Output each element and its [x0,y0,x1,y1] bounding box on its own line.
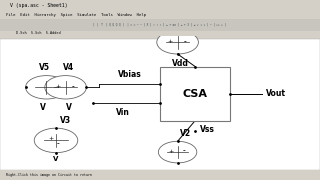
FancyBboxPatch shape [0,39,320,170]
Text: +: + [56,84,61,89]
Text: -: - [71,82,74,91]
Text: Vdd: Vdd [172,58,189,68]
Text: V4: V4 [63,63,74,72]
Text: V5: V5 [39,63,50,72]
Text: -: - [57,140,60,148]
Text: CSA: CSA [183,89,208,99]
Text: Right-Click this image on Circuit to return: Right-Click this image on Circuit to ret… [6,173,92,177]
FancyBboxPatch shape [0,170,320,180]
FancyBboxPatch shape [0,19,320,31]
Text: | |  T  | Q Q Q Q |  | = = ~ ~ | X | ↑ ↑ ↑ | ← + oo | ← + 3 | ↔ ↕ ↕ ↕ | ~ | ▷▷ ▷: | | T | Q Q Q Q | | = = ~ ~ | X | ↑ ↑ ↑ … [93,23,227,27]
Text: V (spa.asc - Sheet1): V (spa.asc - Sheet1) [10,3,67,8]
Text: -: - [183,37,186,46]
FancyBboxPatch shape [0,0,320,12]
Text: V: V [40,103,46,112]
Circle shape [158,141,197,163]
Text: +: + [168,148,173,154]
Text: Vin: Vin [116,108,130,117]
Text: V: V [189,25,195,32]
Text: Vbias: Vbias [118,70,141,79]
Text: +: + [168,39,173,44]
Circle shape [26,76,67,99]
FancyBboxPatch shape [0,31,320,36]
Text: +: + [48,136,53,141]
Text: D.Sch  S.Sch  S.Added: D.Sch S.Sch S.Added [16,31,60,35]
Text: File  Edit  Hierarchy  Spice  Simulate  Tools  Window  Help: File Edit Hierarchy Spice Simulate Tools… [6,13,147,17]
Circle shape [157,31,198,54]
Text: V2: V2 [180,129,191,138]
FancyBboxPatch shape [160,67,230,121]
Circle shape [45,76,86,99]
FancyBboxPatch shape [0,12,320,19]
Text: V: V [53,156,59,162]
Text: V: V [66,103,72,112]
Text: Vss: Vss [200,125,215,134]
Text: V3: V3 [60,116,71,125]
Text: Vout: Vout [266,89,285,98]
Circle shape [34,128,78,153]
Text: -: - [183,147,186,156]
